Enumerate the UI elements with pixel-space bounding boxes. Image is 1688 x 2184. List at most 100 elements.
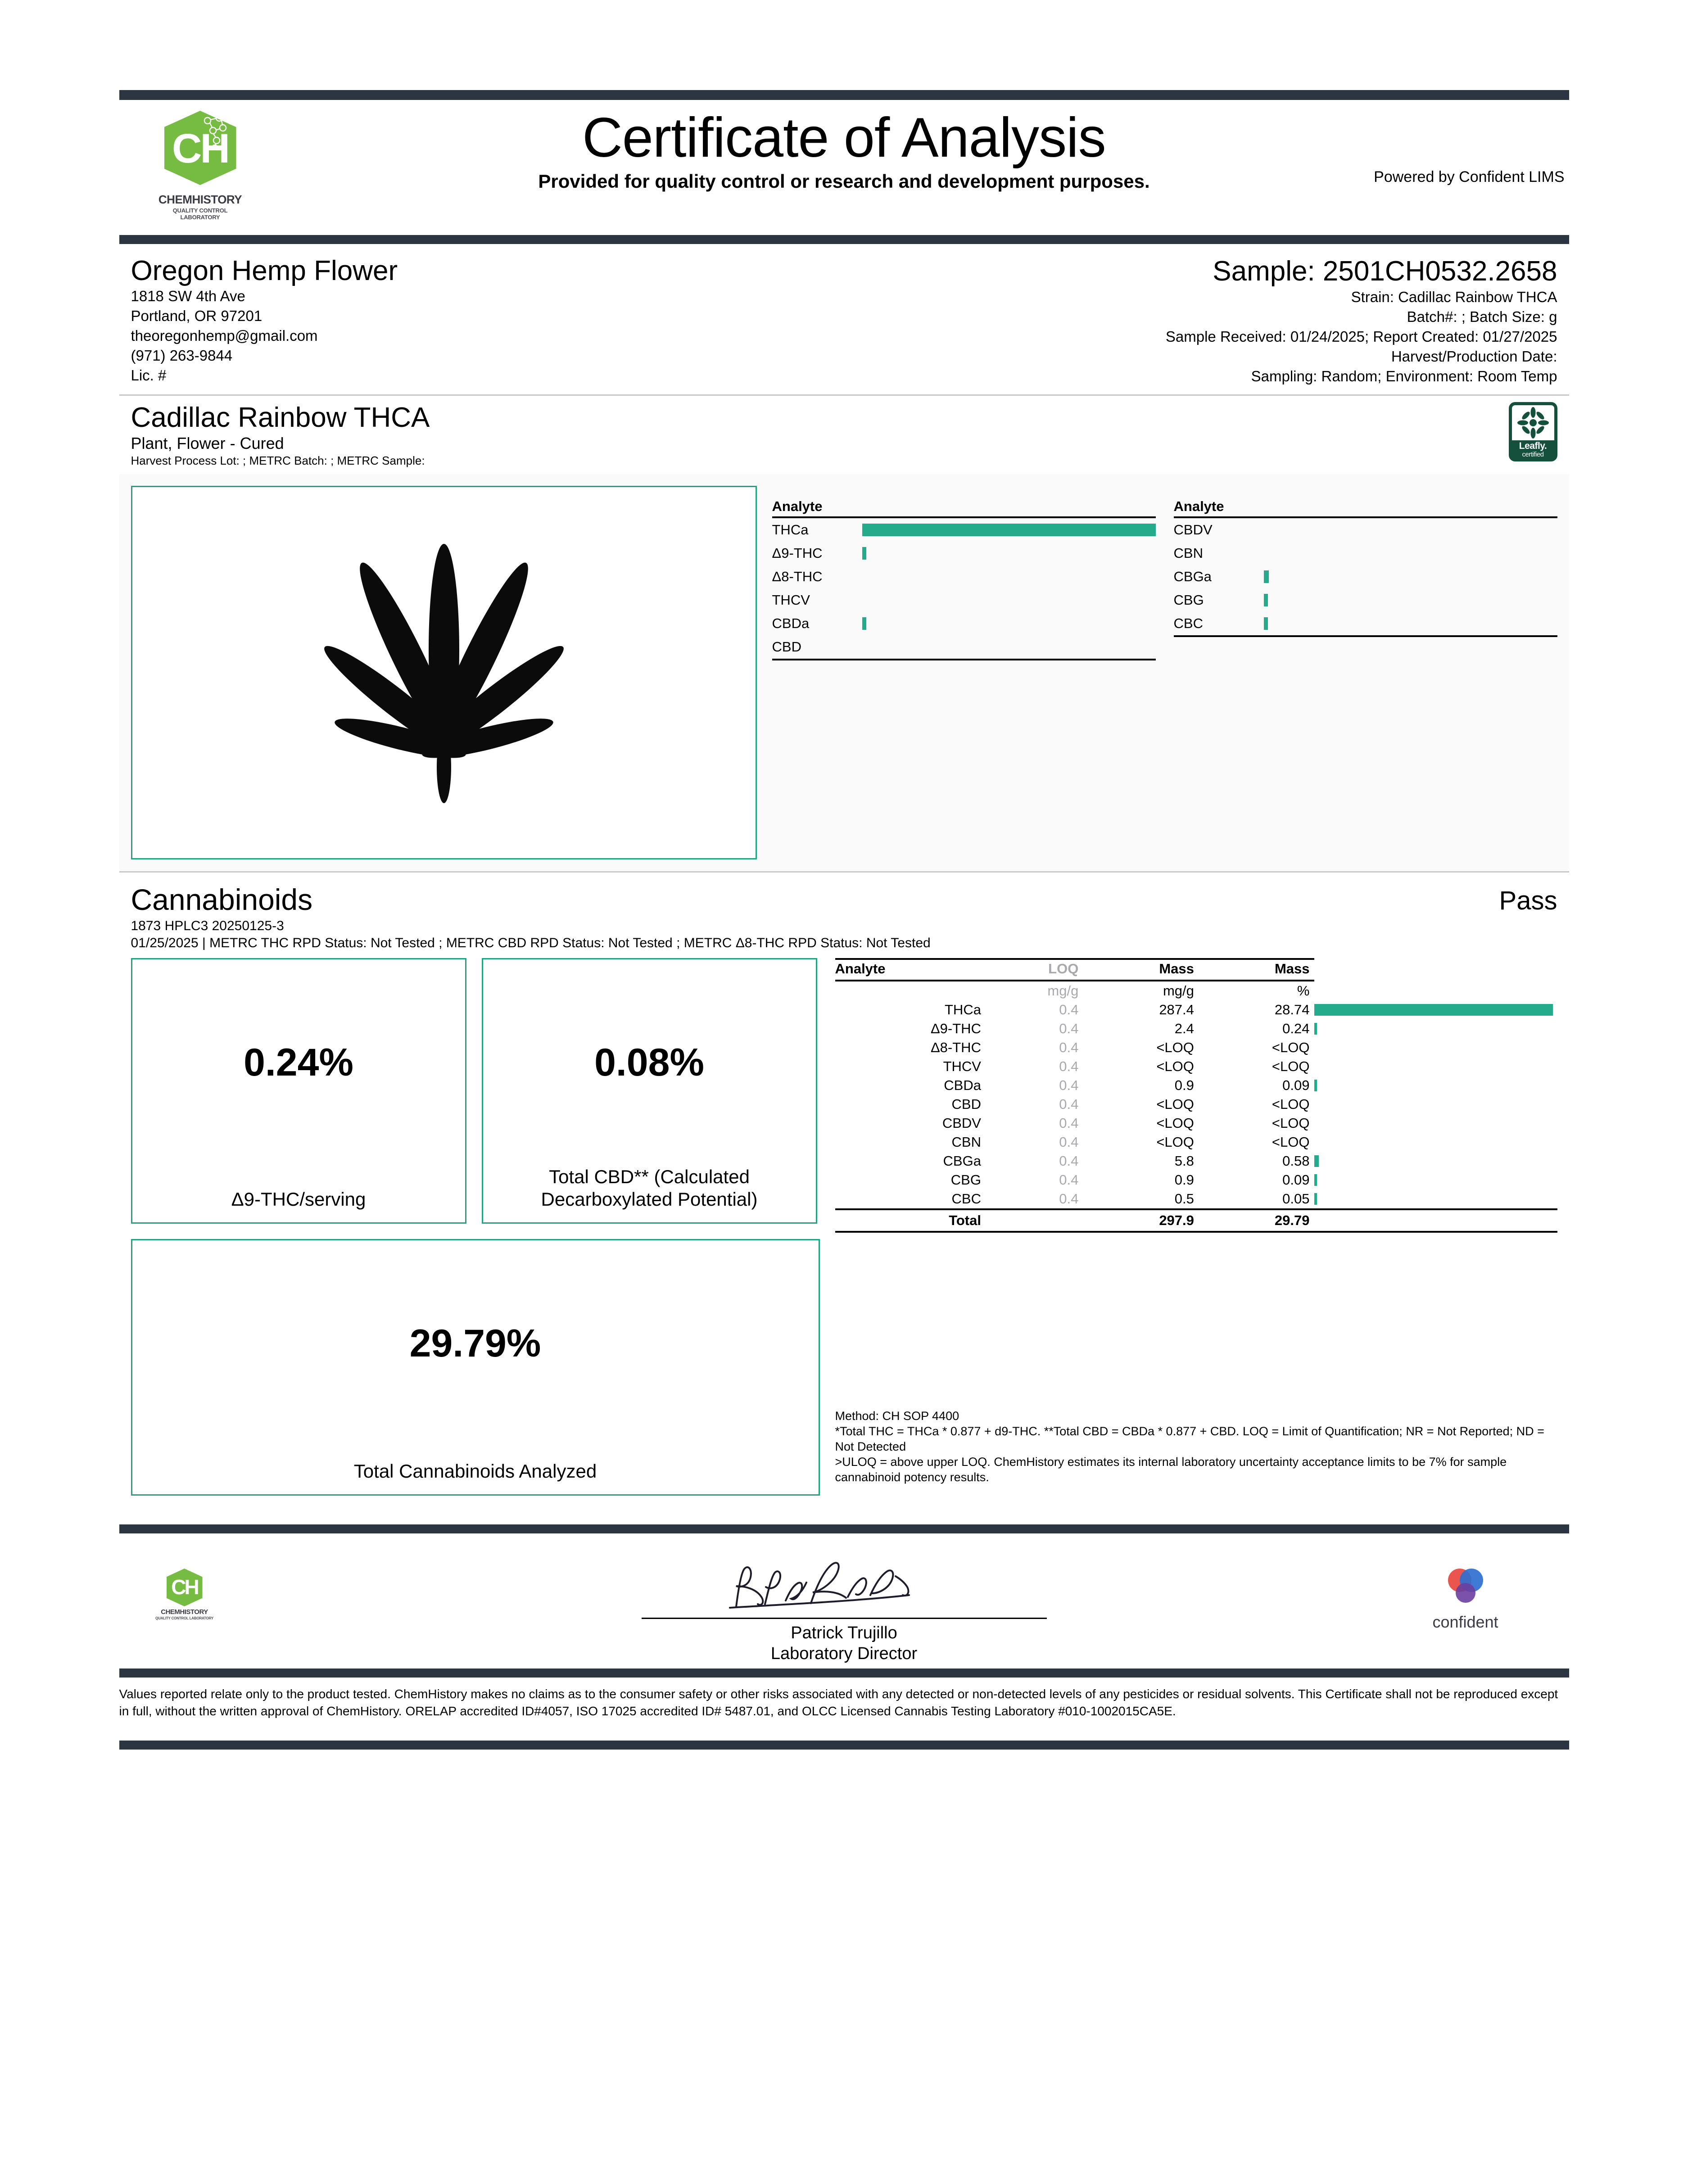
cell-loq: 0.4 — [1059, 1058, 1079, 1074]
hexagon-logo-icon: CH — [164, 111, 236, 192]
cell-bar — [1314, 1189, 1557, 1209]
chemhistory-logo-footer: CH CHEMHISTORY QUALITY CONTROL LABORATOR… — [151, 1569, 218, 1620]
client-address-2: Portland, OR 97201 — [131, 307, 262, 324]
cell-analyte: Δ9-THC — [930, 1021, 981, 1036]
col-bar — [1314, 959, 1557, 981]
cell-bar — [1314, 1152, 1557, 1171]
cell-bar — [1314, 1133, 1557, 1152]
cell-loq: 0.4 — [1059, 1002, 1079, 1017]
mini-col-2-footer-rule — [1173, 635, 1557, 637]
logo-monogram: CH — [171, 1575, 199, 1599]
mini-chart-row: THCV — [772, 588, 1156, 612]
mini-chart-row: CBGa — [1174, 565, 1557, 588]
mini-chart-bar — [862, 547, 866, 560]
logo-wordmark: CHEMHISTORY — [161, 1608, 208, 1616]
strain-type: Plant, Flower - Cured — [131, 434, 284, 452]
signatory-role: Laboratory Director — [770, 1644, 918, 1663]
table-header-row: Analyte LOQ Mass Mass — [835, 958, 1557, 981]
mini-chart-label: CBN — [1173, 545, 1203, 561]
table-row: CBN 0.4 <LOQ <LOQ — [835, 1133, 1557, 1152]
table-row: CBGa 0.4 5.8 0.58 — [835, 1152, 1557, 1171]
table-row: CBDV 0.4 <LOQ <LOQ — [835, 1114, 1557, 1133]
mini-chart-bar-track — [1264, 522, 1557, 538]
cell-analyte: CBD — [951, 1096, 981, 1112]
cell-analyte: CBG — [950, 1172, 981, 1188]
analyte-mini-col-1: Analyte THCa Δ9-THC Δ8-THC THCV CBDa CBD — [772, 498, 1156, 859]
section-divider-1 — [119, 394, 1569, 396]
cell-mass-mgg: <LOQ — [1156, 1115, 1194, 1131]
confident-logo: confident — [1398, 1565, 1533, 1632]
top-rule — [119, 90, 1569, 100]
kpi-panel: 0.24% Δ9-THC/serving 0.08% Total CBD** (… — [131, 958, 820, 1496]
cell-mass-mgg: <LOQ — [1156, 1058, 1194, 1074]
logo-tagline: QUALITY CONTROL LABORATORY — [155, 1616, 214, 1620]
mini-chart-row: CBDa — [772, 612, 1156, 635]
mini-chart-bar-track — [1263, 616, 1557, 631]
cell-analyte: CBC — [951, 1191, 981, 1207]
client-email[interactable]: theoregonhemp@gmail.com — [131, 327, 318, 344]
mini-chart-row: CBN — [1174, 542, 1557, 565]
analyte-mini-col-2: Analyte CBDV CBN CBGa CBG CBC — [1173, 498, 1557, 859]
mini-chart-row: CBD — [772, 635, 1156, 659]
leafly-flower-glyph — [1517, 407, 1549, 439]
cell-mass-pct: 0.24 — [1282, 1021, 1310, 1036]
mini-col-1-footer-rule — [772, 659, 1156, 660]
footer-rule-top — [119, 1524, 1569, 1533]
note-method: Method: CH SOP 4400 — [835, 1409, 959, 1423]
cell-bar — [1314, 1019, 1557, 1038]
results-table: Analyte LOQ Mass Mass mg/g mg/g% THCa 0.4 28… — [835, 958, 1557, 1233]
cell-analyte: CBGa — [943, 1153, 981, 1169]
handwritten-signature — [729, 1562, 910, 1609]
result-bar — [1314, 1193, 1317, 1205]
mini-chart-bar-track — [1263, 569, 1557, 584]
note-formulas: *Total THC = THCa * 0.877 + d9-THC. **To… — [835, 1424, 1544, 1453]
method-notes: Method: CH SOP 4400 *Total THC = THCa * … — [835, 1408, 1557, 1485]
col-analyte: Analyte — [835, 958, 986, 981]
result-bar — [1314, 1023, 1317, 1035]
mini-chart-label: CBGa — [1173, 569, 1212, 584]
leafly-name: Leafly. — [1519, 441, 1547, 451]
cell-bar — [1314, 1171, 1557, 1189]
col-mass-pct: Mass — [1198, 958, 1314, 981]
cell-loq: 0.4 — [1059, 1153, 1079, 1169]
mini-chart-label: CBDV — [1173, 522, 1213, 538]
chemhistory-logo: CH — [155, 111, 245, 221]
mini-col-2-rows: CBDV CBN CBGa CBG CBC — [1174, 518, 1557, 635]
signature-block: Patrick Trujillo Laboratory Director — [641, 1551, 1047, 1664]
footer-rule-bottom — [119, 1669, 1569, 1678]
mini-chart-bar-track — [862, 639, 1156, 655]
table-row: CBD 0.4 <LOQ <LOQ — [835, 1095, 1557, 1114]
page-subtitle: Provided for quality control or research… — [538, 171, 1150, 192]
client-name: Oregon Hemp Flower — [131, 255, 398, 286]
graphic-section: Analyte THCa Δ9-THC Δ8-THC THCV CBDa CBD Anal… — [119, 474, 1569, 871]
sample-batch: Batch#: ; Batch Size: g — [1407, 308, 1557, 325]
result-bar — [1314, 1080, 1317, 1091]
mini-col-1-rows: THCa Δ9-THC Δ8-THC THCV CBDa CBD — [772, 518, 1156, 659]
cell-mass-mgg: <LOQ — [1156, 1134, 1194, 1150]
mini-chart-bar-track — [862, 592, 1156, 608]
table-row: Δ9-THC 0.4 2.4 0.24 — [835, 1019, 1557, 1038]
client-license: Lic. # — [131, 367, 167, 384]
table-row: CBG 0.4 0.9 0.09 — [835, 1171, 1557, 1189]
cannabinoids-section: Cannabinoids Pass 1873 HPLC3 20250125-3 … — [119, 873, 1569, 1509]
cell-bar — [1314, 1095, 1557, 1114]
cell-analyte: THCV — [943, 1058, 981, 1074]
table-row: CBDa 0.4 0.9 0.09 — [835, 1076, 1557, 1095]
cell-analyte: CBDV — [942, 1115, 981, 1131]
result-bar — [1314, 1174, 1317, 1186]
confident-dots-icon — [1448, 1569, 1483, 1603]
cell-mass-mgg: <LOQ — [1156, 1040, 1194, 1055]
mini-chart-row: CBDV — [1174, 518, 1557, 542]
hexagon-shape — [164, 111, 236, 185]
total-mass-pct: 29.79 — [1198, 1208, 1314, 1233]
signature-section: CH CHEMHISTORY QUALITY CONTROL LABORATOR… — [119, 1533, 1569, 1669]
kpi-value: 0.24% — [244, 1041, 353, 1084]
cell-mass-mgg: 0.9 — [1174, 1172, 1194, 1188]
cell-bar — [1314, 1038, 1557, 1057]
mini-chart-label: CBD — [772, 639, 801, 655]
cell-loq: 0.4 — [1059, 1096, 1079, 1112]
cell-loq: 0.4 — [1059, 1115, 1079, 1131]
cell-analyte: CBDa — [944, 1077, 981, 1093]
total-label: Total — [835, 1208, 986, 1233]
mini-col-1-header: Analyte — [772, 498, 1156, 518]
